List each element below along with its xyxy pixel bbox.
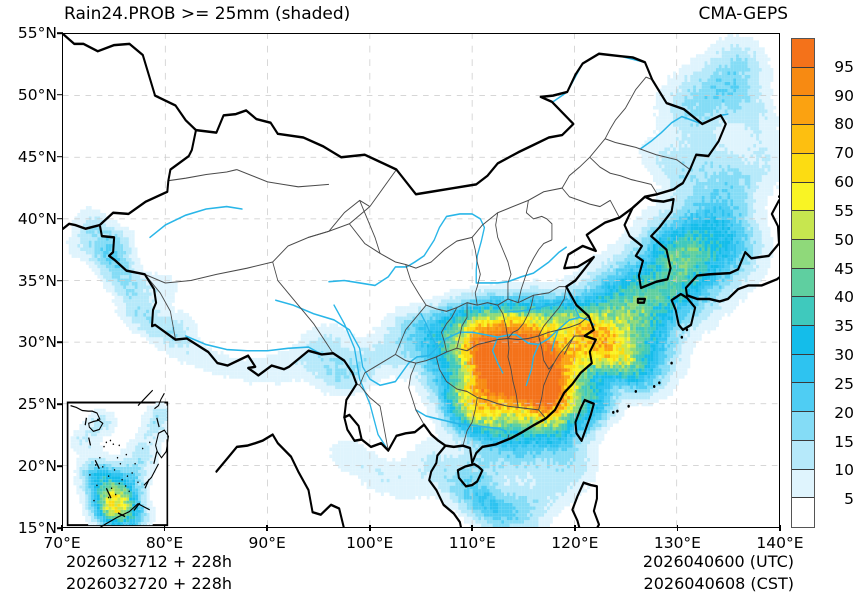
latitude-axis-labels: 55°N 50°N 45°N 40°N 35°N 30°N 25°N 20°N 15°N <box>0 24 57 537</box>
footer-valid-time-utc: 2026040600 (UTC) <box>642 552 794 571</box>
lat-label-55: 55°N <box>17 24 57 42</box>
colorbar-tick-45: 45 <box>834 259 854 278</box>
lat-label-20: 20°N <box>17 457 57 476</box>
lat-label-25: 25°N <box>17 395 57 414</box>
colorbar-band-1 <box>792 67 814 97</box>
lon-tick-80 <box>163 525 166 531</box>
colorbar-band-16 <box>792 498 814 527</box>
colorbar-band-9 <box>792 297 814 327</box>
colorbar-band-13 <box>792 412 814 441</box>
lon-tick-140 <box>779 525 781 531</box>
lat-label-40: 40°N <box>17 209 57 228</box>
lat-tick-20 <box>57 465 63 467</box>
colorbar-tick-25: 25 <box>834 374 854 393</box>
lon-label-130: 130°E <box>653 534 701 552</box>
colorbar-band-8 <box>792 268 814 298</box>
south-china-sea-inset <box>66 389 170 527</box>
colorbar-tick-95: 95 <box>834 57 854 76</box>
lat-label-15: 15°N <box>17 519 57 537</box>
colorbar-band-7 <box>792 239 814 269</box>
longitude-axis: 70°E 80°E 90°E 100°E 110°E 120°E 130°E 140°E <box>43 525 804 555</box>
lat-tick-15 <box>57 527 63 529</box>
lat-label-45: 45°N <box>17 147 57 166</box>
colorbar-tick-35: 35 <box>834 317 854 336</box>
colorbar-tick-30: 30 <box>834 346 854 365</box>
lon-label-140: 140°E <box>756 534 804 552</box>
colorbar-tick-20: 20 <box>834 403 854 422</box>
lon-label-100: 100°E <box>346 534 394 552</box>
map-canvas <box>63 34 779 527</box>
colorbar-tick-60: 60 <box>834 173 854 192</box>
colorbar-tick-5: 5 <box>844 490 854 509</box>
river-lines <box>149 52 729 452</box>
lon-tick-70 <box>61 525 63 531</box>
colorbar-tick-55: 55 <box>834 201 854 220</box>
colorbar-tick-10: 10 <box>834 461 854 480</box>
lon-label-120: 120°E <box>551 534 599 552</box>
footer-init-time-cst: 2026032720 + 228h <box>66 574 233 593</box>
colorbar-tick-90: 90 <box>834 86 854 105</box>
colorbar-band-2 <box>792 96 814 126</box>
lat-tick-50 <box>57 94 63 96</box>
lon-label-70: 70°E <box>43 534 81 552</box>
colorbar-band-14 <box>792 440 814 470</box>
province-boundaries <box>144 76 691 451</box>
colorbar-tick-15: 15 <box>834 432 854 451</box>
footer-valid-time-cst: 2026040608 (CST) <box>643 574 794 593</box>
lon-label-110: 110°E <box>448 534 496 552</box>
colorbar-band-4 <box>792 153 814 183</box>
colorbar-tick-40: 40 <box>834 288 854 307</box>
lat-tick-40 <box>57 217 63 220</box>
colorbar-tick-70: 70 <box>834 144 854 163</box>
colorbar-band-0 <box>792 39 814 68</box>
colorbar-tick-50: 50 <box>834 230 854 249</box>
colorbar-band-10 <box>792 326 814 355</box>
colorbar-tick-labels: 95 90 80 70 60 55 50 45 40 35 30 25 20 15 10 5 <box>820 38 860 528</box>
lon-tick-130 <box>676 525 679 531</box>
lat-label-35: 35°N <box>17 271 57 290</box>
latitude-axis-ticks <box>0 32 63 529</box>
lat-tick-35 <box>57 279 63 282</box>
lon-label-80: 80°E <box>145 534 184 552</box>
colorbar-band-3 <box>792 125 814 154</box>
national-border-coastline <box>63 34 779 527</box>
lon-label-90: 90°E <box>248 534 286 552</box>
lat-tick-30 <box>57 341 63 344</box>
map-plot-area <box>62 33 780 528</box>
colorbar-band-15 <box>792 469 814 499</box>
lat-label-50: 50°N <box>17 85 57 104</box>
lat-tick-45 <box>57 155 63 158</box>
lat-label-30: 30°N <box>17 333 57 352</box>
colorbar-band-5 <box>792 182 814 212</box>
footer-init-time-utc: 2026032712 + 228h <box>66 552 233 571</box>
colorbar <box>791 38 815 528</box>
chart-title-left: Rain24.PROB >= 25mm (shaded) <box>64 4 351 24</box>
lon-tick-110 <box>471 525 474 531</box>
colorbar-band-12 <box>792 383 814 413</box>
colorbar-band-11 <box>792 354 814 384</box>
colorbar-band-6 <box>792 211 814 240</box>
lon-tick-90 <box>266 525 268 531</box>
lat-tick-25 <box>57 403 63 406</box>
chart-title-right: CMA-GEPS <box>698 4 788 24</box>
lon-tick-120 <box>574 525 576 531</box>
lat-tick-55 <box>57 32 63 34</box>
colorbar-tick-80: 80 <box>834 115 854 134</box>
lon-tick-100 <box>368 525 371 531</box>
